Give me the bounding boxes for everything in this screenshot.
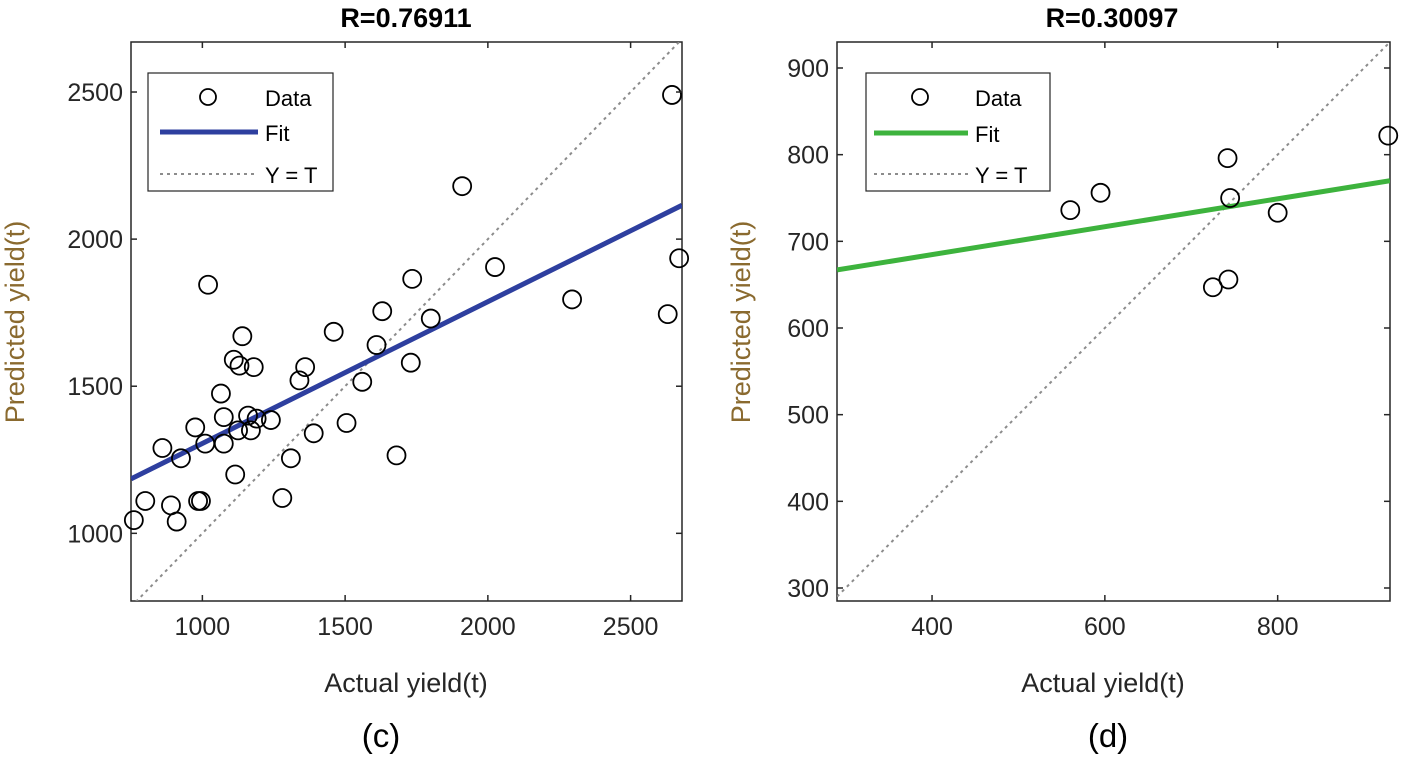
legend-data-marker-icon — [199, 88, 217, 106]
chart-title: R=0.30097 — [1046, 3, 1179, 33]
y-axis-label: Predicted yield(t) — [0, 221, 30, 424]
x-axis-label: Actual yield(t) — [1021, 668, 1185, 698]
data-point — [303, 423, 324, 444]
data-point — [372, 301, 393, 322]
y-tick-label: 400 — [787, 488, 829, 516]
line-layer — [837, 42, 1390, 598]
y-tick-label: 300 — [787, 575, 829, 603]
data-point — [198, 274, 218, 295]
data-point — [657, 304, 678, 325]
x-tick-label: 1500 — [317, 613, 373, 641]
data-point — [260, 410, 281, 430]
data-point — [152, 438, 173, 458]
data-point — [1202, 277, 1223, 298]
y-tick-label: 900 — [787, 55, 829, 83]
legend: Data Fit Y = T — [865, 72, 1051, 192]
legend-fit-label: Fit — [975, 122, 999, 147]
y-axis-label: Predicted yield(t) — [726, 221, 756, 424]
panel-c: R=0.76911 1000 1500 2000 2500 1000 1500 2000 25… — [0, 3, 690, 754]
y-tick-label: 800 — [787, 142, 829, 170]
identity-line — [135, 42, 681, 601]
data-point — [229, 355, 250, 376]
data-point — [243, 357, 264, 378]
fit-line — [837, 178, 1390, 273]
points-layer — [123, 85, 690, 532]
y-tick-label: 700 — [787, 228, 829, 256]
fit-line — [131, 203, 682, 482]
panel-label: (d) — [1088, 717, 1128, 754]
data-point — [402, 268, 423, 289]
data-point — [1060, 200, 1081, 221]
data-point — [323, 321, 344, 342]
x-tick-label: 800 — [1257, 613, 1299, 641]
data-point — [352, 371, 373, 392]
x-tick-label: 2000 — [460, 613, 516, 641]
legend-identity-label: Y = T — [265, 163, 317, 188]
legend-data-label: Data — [975, 86, 1022, 111]
data-point — [1218, 269, 1239, 290]
data-point — [166, 511, 187, 532]
data-point — [420, 308, 441, 329]
data-point — [135, 491, 156, 511]
data-point — [1217, 148, 1238, 169]
y-tick-label: 2500 — [67, 79, 123, 107]
y-tick-label: 1500 — [67, 373, 123, 401]
data-point — [246, 408, 267, 429]
ticks-layer: 400 600 800 300 400 500 600 700 800 900 — [787, 42, 1390, 641]
data-point — [452, 176, 473, 197]
data-point — [211, 383, 231, 404]
x-tick-label: 400 — [911, 613, 953, 641]
x-tick-label: 600 — [1084, 613, 1126, 641]
data-point — [1220, 188, 1241, 208]
data-point — [238, 405, 258, 426]
y-tick-label: 500 — [787, 402, 829, 430]
legend-identity-label: Y = T — [975, 163, 1027, 188]
legend: Data Fit Y = T — [147, 72, 334, 192]
legend-data-label: Data — [265, 86, 312, 111]
data-point — [1267, 202, 1288, 223]
legend-data-marker-icon — [911, 88, 929, 106]
data-point — [662, 85, 682, 105]
data-point — [272, 488, 293, 508]
data-point — [191, 491, 211, 511]
data-point — [232, 326, 253, 347]
data-point — [1378, 125, 1399, 146]
data-point — [336, 413, 357, 433]
data-point — [213, 407, 234, 428]
data-point — [241, 420, 261, 441]
y-tick-label: 1000 — [67, 520, 123, 548]
panel-label: (c) — [362, 717, 400, 754]
y-tick-label: 2000 — [67, 226, 123, 254]
points-layer — [1060, 125, 1399, 298]
identity-line — [837, 42, 1390, 598]
y-tick-label: 600 — [787, 315, 829, 343]
data-point — [185, 417, 206, 438]
x-axis-label: Actual yield(t) — [324, 668, 488, 698]
data-point — [400, 352, 421, 373]
line-layer — [131, 42, 682, 601]
x-tick-label: 2500 — [603, 613, 659, 641]
data-point — [386, 445, 407, 466]
data-point — [123, 510, 144, 530]
data-point — [669, 248, 690, 269]
data-point — [223, 349, 244, 370]
data-point — [280, 448, 301, 469]
panel-d: R=0.30097 400 600 800 300 400 500 600 700 800 900… — [726, 3, 1399, 754]
data-point — [289, 370, 310, 391]
data-point — [485, 257, 505, 277]
chart-title: R=0.76911 — [340, 3, 471, 33]
data-point — [171, 448, 191, 469]
data-point — [213, 433, 234, 454]
data-point — [295, 357, 316, 378]
data-point — [225, 464, 246, 485]
data-point — [366, 335, 387, 355]
data-point — [228, 420, 248, 441]
x-tick-label: 1000 — [175, 613, 231, 641]
ticks-layer: 1000 1500 2000 2500 1000 1500 2000 2500 — [67, 42, 682, 641]
legend-fit-label: Fit — [265, 121, 289, 146]
data-point — [562, 289, 582, 310]
data-point — [1090, 182, 1111, 203]
